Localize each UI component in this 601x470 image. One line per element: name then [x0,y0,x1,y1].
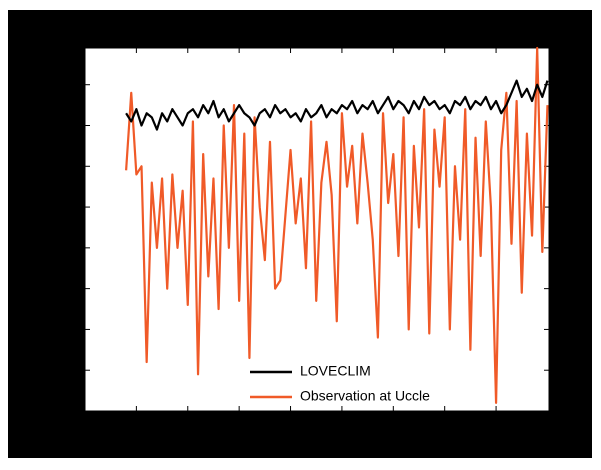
x-tick-label: 7 [441,418,448,433]
x-tick-label: 2 [184,418,191,433]
y-tick-label: 2 [70,321,77,336]
legend-label: Observation at Uccle [300,388,430,404]
x-tick-label: 3 [236,418,243,433]
y-tick-label: 8 [70,76,77,91]
legend-label: LOVECLIM [300,363,371,379]
x-tick-label: 5 [338,418,345,433]
y-tick-label: 6 [70,158,77,173]
series-line [125,79,549,131]
x-tick-label: 4 [287,418,294,433]
x-tick-label: 6 [390,418,397,433]
y-tick-label: 7 [70,117,77,132]
y-tick-label: 1 [70,362,77,377]
y-tick-label: 3 [70,280,77,295]
y-tick-label: 5 [70,199,77,214]
x-tick-label: 1 [133,418,140,433]
x-tick-label: 8 [492,418,499,433]
series-line [125,46,549,404]
y-tick-label: 4 [70,239,77,254]
